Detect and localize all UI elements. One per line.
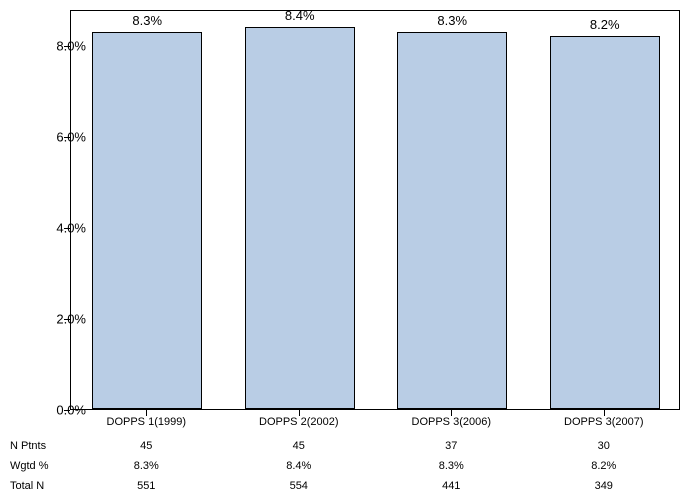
table-cell: 45	[140, 440, 152, 452]
table-row-label-2: Total N	[10, 480, 44, 492]
bar-value-label: 8.4%	[285, 8, 315, 23]
y-tick-label: 4.0%	[56, 221, 86, 236]
bar-value-label: 8.2%	[590, 17, 620, 32]
bar	[92, 32, 202, 409]
table-cell: 8.4%	[286, 460, 311, 472]
table-row-label-1: Wgtd %	[10, 460, 49, 472]
bar	[397, 32, 507, 409]
x-category-label: DOPPS 3(2007)	[564, 416, 643, 428]
table-cell: 554	[290, 480, 308, 492]
table-cell: 349	[595, 480, 613, 492]
chart-frame: 8.3% 8.4% 8.3% 8.2%	[70, 10, 680, 410]
y-tick-mark	[64, 319, 70, 320]
table-cell: 551	[137, 480, 155, 492]
x-category-label: DOPPS 1(1999)	[107, 416, 186, 428]
table-cell: 30	[598, 440, 610, 452]
table-row-label-0: N Ptnts	[10, 440, 46, 452]
y-tick-label: 2.0%	[56, 312, 86, 327]
bar-value-label: 8.3%	[437, 13, 467, 28]
table-cell: 8.3%	[134, 460, 159, 472]
y-tick-mark	[64, 137, 70, 138]
table-cell: 441	[442, 480, 460, 492]
y-tick-mark	[64, 46, 70, 47]
y-tick-label: 8.0%	[56, 39, 86, 54]
plot-area: 8.3% 8.4% 8.3% 8.2%	[71, 11, 679, 409]
table-cell: 8.2%	[591, 460, 616, 472]
y-tick-mark	[64, 410, 70, 411]
y-tick-label: 0.0%	[56, 403, 86, 418]
x-category-label: DOPPS 2(2002)	[259, 416, 338, 428]
x-category-label: DOPPS 3(2006)	[412, 416, 491, 428]
y-tick-label: 6.0%	[56, 130, 86, 145]
bar-value-label: 8.3%	[132, 13, 162, 28]
chart-container: 8.3%8.4%8.3%8.2% N Ptnts Wgtd % Total N …	[0, 0, 700, 500]
y-tick-mark	[64, 228, 70, 229]
table-cell: 45	[293, 440, 305, 452]
table-cell: 37	[445, 440, 457, 452]
bar	[550, 36, 660, 409]
bar	[245, 27, 355, 409]
table-cell: 8.3%	[439, 460, 464, 472]
